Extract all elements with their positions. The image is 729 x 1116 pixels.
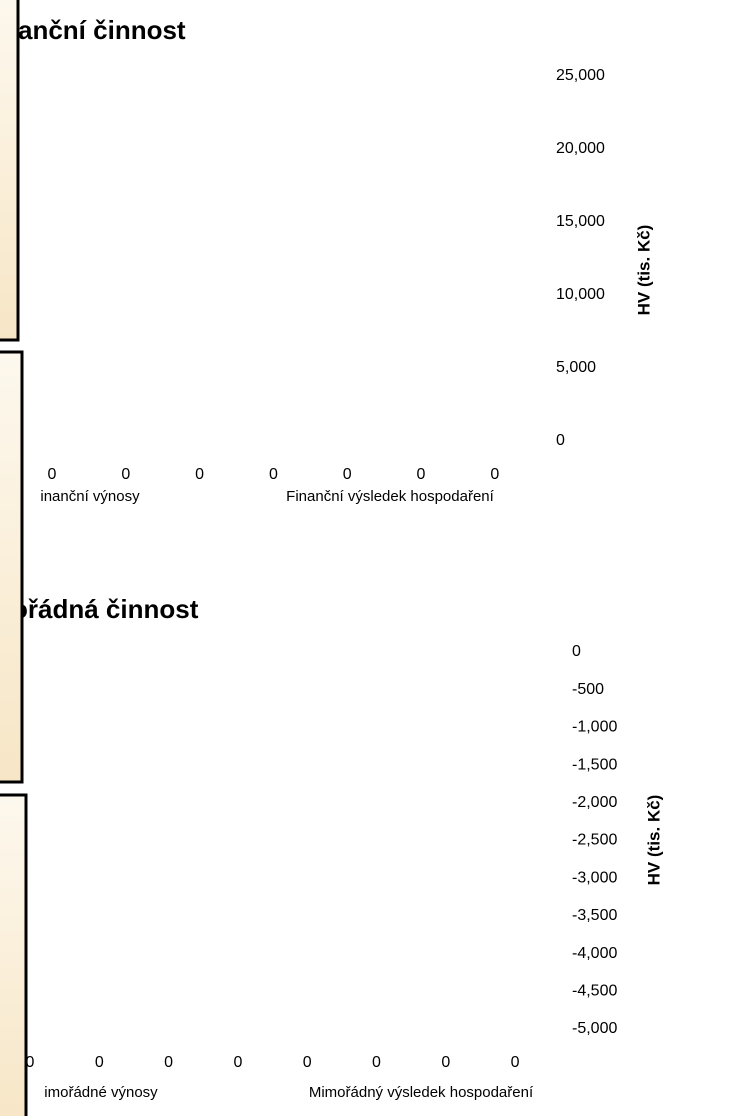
data-label: 0 bbox=[372, 1054, 381, 1071]
y-tick-label: 25,000 bbox=[556, 67, 605, 84]
data-label: 0 bbox=[511, 1054, 520, 1071]
data-label: 0 bbox=[95, 1054, 104, 1071]
x-tick-label: imořádné výnosy bbox=[44, 1084, 158, 1101]
y-tick-label: -500 bbox=[572, 681, 604, 698]
data-label: 0 bbox=[490, 466, 499, 483]
panel-frame bbox=[0, 350, 24, 784]
x-tick-label: inanční výnosy bbox=[40, 488, 140, 505]
chart-title: anční činnost bbox=[18, 15, 186, 45]
data-label: 0 bbox=[48, 466, 57, 483]
y-tick-label: 20,000 bbox=[556, 140, 605, 157]
data-label: 0 bbox=[164, 1054, 173, 1071]
data-label: 0 bbox=[121, 466, 130, 483]
chart: ořádná činnost HV (tis. Kč) -5,000 -4,500 -4… bbox=[12, 594, 663, 1101]
data-label: 0 bbox=[195, 466, 204, 483]
panel-frame bbox=[0, 0, 20, 342]
y-axis-label: HV (tis. Kč) bbox=[644, 795, 663, 886]
y-tick-label: -4,500 bbox=[572, 983, 617, 1000]
y-tick-label: -4,000 bbox=[572, 945, 617, 962]
x-tick-label: Mimořádný výsledek hospodaření bbox=[309, 1084, 534, 1101]
x-tick-label: Finanční výsledek hospodaření bbox=[286, 488, 494, 505]
panel-frame bbox=[0, 793, 28, 1116]
charts: anční činnost HV (tis. Kč) 0 5,000 10,000 15,… bbox=[12, 15, 663, 1101]
data-label: 0 bbox=[343, 466, 352, 483]
y-tick-label: 5,000 bbox=[556, 359, 596, 376]
y-axis-label: HV (tis. Kč) bbox=[634, 225, 653, 316]
data-label: 0 bbox=[269, 466, 278, 483]
y-tick-label: -3,000 bbox=[572, 869, 617, 886]
data-label: 0 bbox=[233, 1054, 242, 1071]
y-tick-label: 15,000 bbox=[556, 213, 605, 230]
chart-title: ořádná činnost bbox=[12, 594, 199, 624]
chart: anční činnost HV (tis. Kč) 0 5,000 10,000 15,… bbox=[18, 15, 653, 505]
y-tick-label: 0 bbox=[572, 643, 581, 660]
y-tick-label: -1,500 bbox=[572, 756, 617, 773]
y-tick-label: -1,000 bbox=[572, 719, 617, 736]
data-label: 0 bbox=[303, 1054, 312, 1071]
y-tick-label: 0 bbox=[556, 432, 565, 449]
y-tick-label: -3,500 bbox=[572, 907, 617, 924]
data-label: 0 bbox=[441, 1054, 450, 1071]
y-tick-label: 10,000 bbox=[556, 286, 605, 303]
y-tick-label: -5,000 bbox=[572, 1020, 617, 1037]
y-tick-label: -2,000 bbox=[572, 794, 617, 811]
data-label: 0 bbox=[417, 466, 426, 483]
data-label: 0 bbox=[26, 1054, 35, 1071]
y-tick-label: -2,500 bbox=[572, 832, 617, 849]
